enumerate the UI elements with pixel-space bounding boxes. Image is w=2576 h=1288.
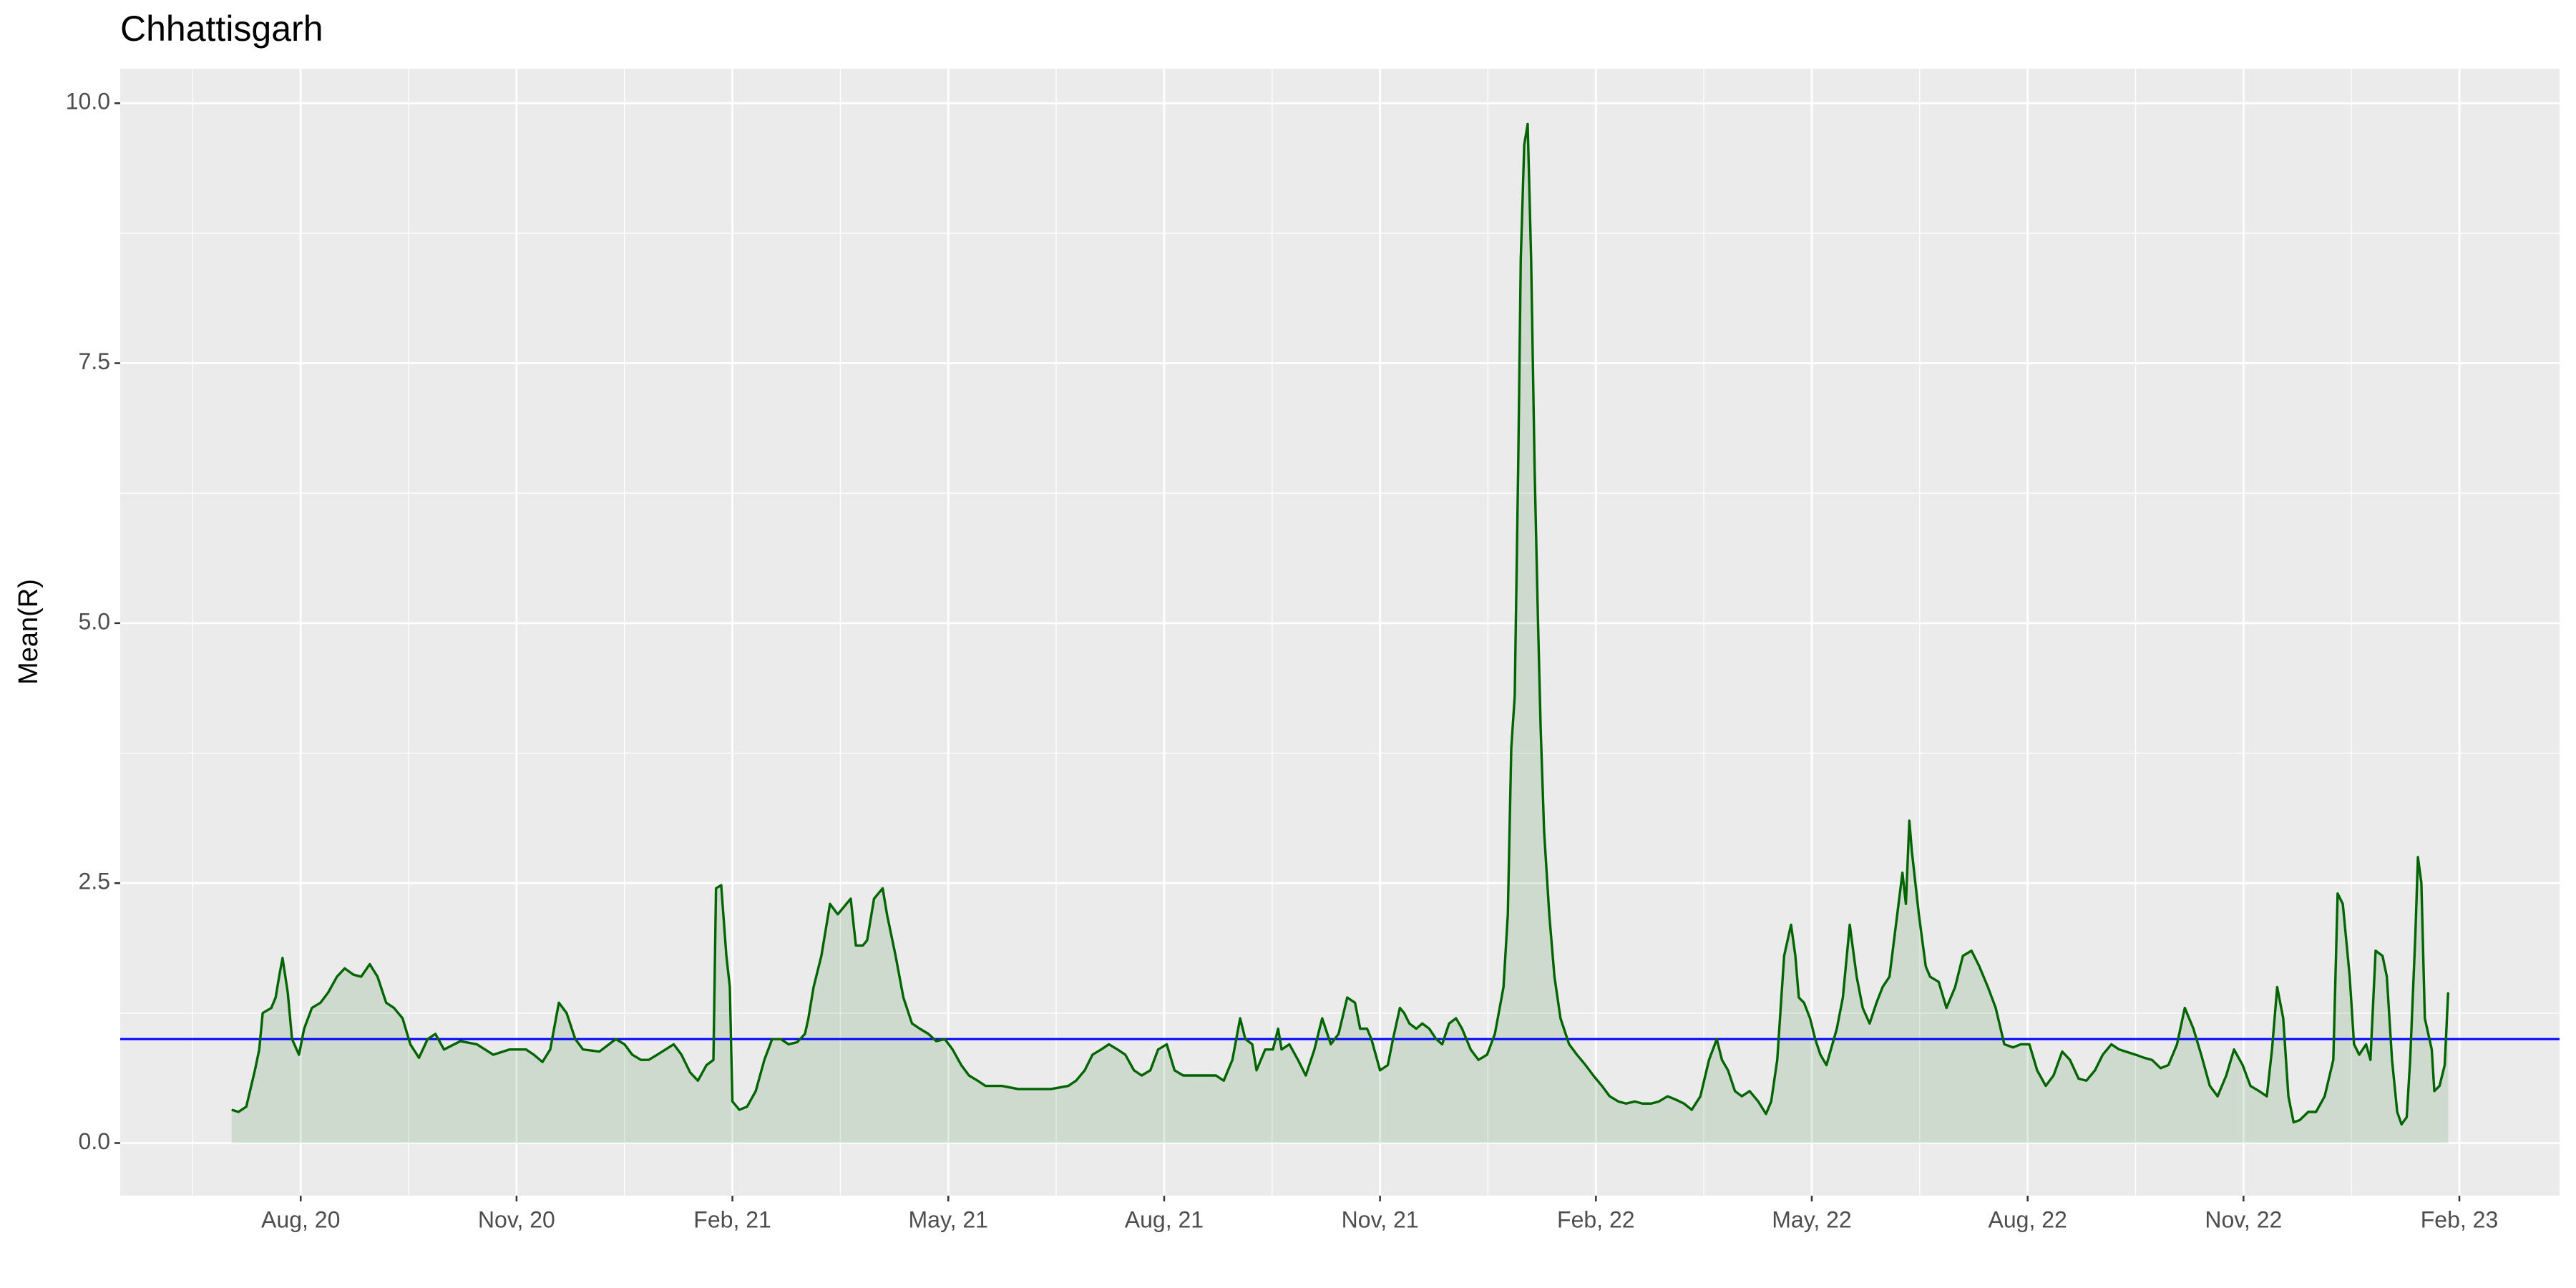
y-tick-label: 2.5	[79, 869, 110, 894]
x-tick-label: Aug, 21	[1125, 1206, 1204, 1232]
x-tick-label: Nov, 20	[478, 1206, 555, 1232]
y-tick-label: 5.0	[79, 608, 110, 634]
x-tick-label: Feb, 23	[2421, 1206, 2499, 1232]
x-tick-label: Nov, 21	[1342, 1206, 1419, 1232]
plot-panel	[120, 69, 2560, 1196]
x-tick-label: May, 22	[1772, 1206, 1851, 1232]
y-tick-label: 10.0	[66, 89, 110, 114]
x-tick-label: Aug, 20	[261, 1206, 340, 1232]
chart-title: Chhattisgarh	[120, 9, 323, 49]
x-tick-label: Feb, 22	[1557, 1206, 1635, 1232]
x-tick-label: Feb, 21	[693, 1206, 771, 1232]
x-tick-label: May, 21	[909, 1206, 988, 1232]
y-tick-label: 0.0	[79, 1128, 110, 1154]
y-axis-title: Mean(R)	[14, 579, 44, 685]
y-tick-label: 7.5	[79, 348, 110, 374]
x-tick-label: Aug, 22	[1989, 1206, 2067, 1232]
x-tick-label: Nov, 22	[2205, 1206, 2282, 1232]
line	[231, 122, 2450, 1126]
